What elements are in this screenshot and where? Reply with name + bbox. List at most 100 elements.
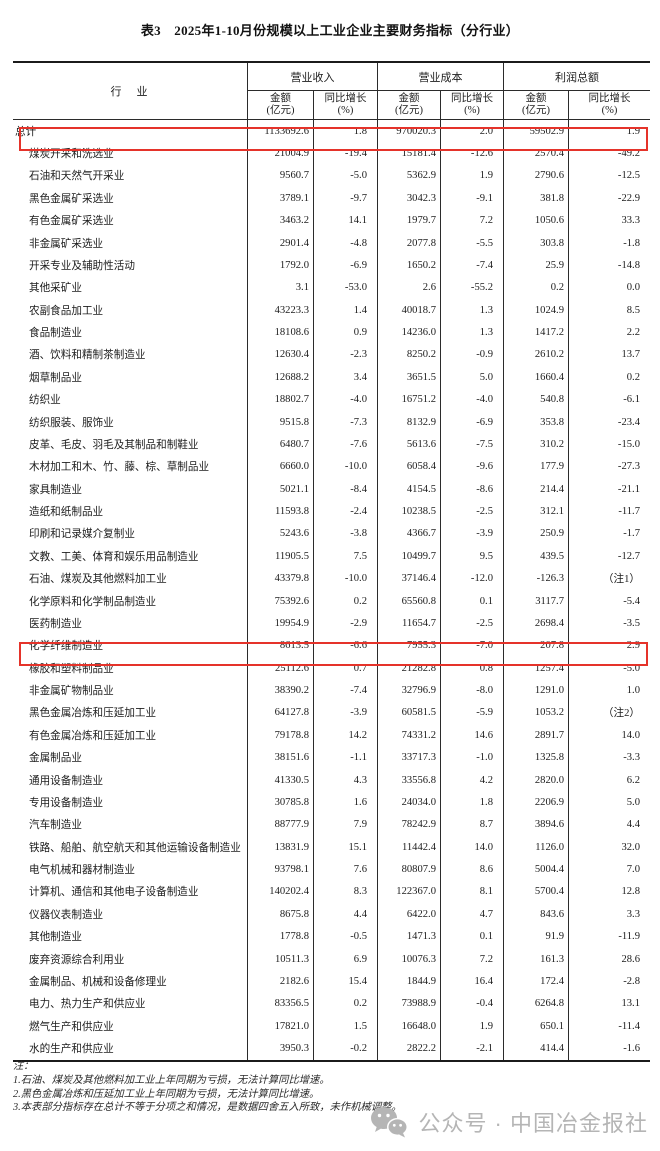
revenue-growth-cell: -7.4: [313, 679, 377, 702]
industry-name-cell: 橡胶和塑料制品业: [29, 663, 114, 675]
profit-amount-cell: 2820.0: [503, 768, 568, 792]
table-row: 专用设备制造业 30785.8 1.6 24034.0 1.8 2206.9 5…: [13, 791, 650, 814]
revenue-amount-cell: 12688.2: [247, 366, 313, 389]
cost-amount-cell: 4366.7: [377, 522, 440, 546]
profit-growth-cell: -11.9: [568, 925, 650, 948]
profit-growth-cell: -12.5: [568, 164, 650, 188]
subheader-line: 金额: [525, 92, 547, 104]
cost-amount-cell: 78242.9: [377, 813, 440, 836]
subheader-line: (亿元): [266, 105, 295, 116]
cost-growth-cell: 1.3: [440, 321, 503, 344]
cost-growth-cell: 8.1: [440, 880, 503, 904]
profit-amount-cell: 1417.2: [503, 321, 568, 344]
industry-name-cell: 皮革、毛皮、羽毛及其制品和制鞋业: [29, 439, 199, 451]
wechat-watermark-text: 公众号 · 中国冶金报社: [418, 1111, 648, 1136]
table-row: 有色金属冶炼和压延加工业 79178.8 14.2 74331.2 14.6 2…: [13, 724, 650, 747]
table-row: 通用设备制造业 41330.5 4.3 33556.8 4.2 2820.0 6…: [13, 768, 650, 792]
revenue-growth-cell: -2.9: [313, 612, 377, 635]
industry-name-cell: 有色金属冶炼和压延加工业: [29, 730, 157, 742]
cost-growth-cell: -4.0: [440, 388, 503, 411]
revenue-amount-cell: 1778.8: [247, 925, 313, 948]
revenue-growth-cell: 0.9: [313, 321, 377, 344]
industry-name-cell: 纺织业: [29, 395, 61, 407]
revenue-growth-cell: 4.4: [313, 903, 377, 926]
revenue-amount-cell: 18802.7: [247, 388, 313, 411]
subheader-line: 同比增长: [324, 92, 367, 104]
cost-growth-cell: -1.0: [440, 746, 503, 769]
table-row: 水的生产和供应业 3950.3 -0.2 2822.2 -2.1 414.4 -…: [13, 1037, 650, 1060]
wechat-icon: [369, 1106, 409, 1138]
revenue-growth-cell: 3.4: [313, 366, 377, 389]
revenue-amount-cell: 10511.3: [247, 947, 313, 971]
revenue-amount-cell: 38151.6: [247, 746, 313, 769]
cost-growth-cell: 7.2: [440, 209, 503, 232]
revenue-amount-cell: 12630.4: [247, 343, 313, 367]
table-row: 纺织业 18802.7 -4.0 16751.2 -4.0 540.8 -6.1: [13, 388, 650, 411]
revenue-growth-cell: -0.2: [313, 1037, 377, 1060]
industry-name-cell: 非金属矿物制品业: [29, 686, 114, 698]
industry-name-cell: 石油、煤炭及其他燃料加工业: [29, 574, 167, 586]
industry-name-cell: 汽车制造业: [29, 820, 82, 832]
column-group-cost: 营业成本: [377, 63, 503, 91]
cost-amount-cell: 33556.8: [377, 768, 440, 792]
cost-growth-cell: 0.8: [440, 657, 503, 680]
profit-amount-cell: 3894.6: [503, 813, 568, 836]
table-row: 其他采矿业 3.1 -53.0 2.6 -55.2 0.2 0.0: [13, 276, 650, 299]
cost-growth-cell: 4.7: [440, 903, 503, 926]
profit-amount-cell: 3117.7: [503, 589, 568, 613]
cost-amount-cell: 65560.8: [377, 589, 440, 613]
profit-growth-cell: 6.2: [568, 768, 650, 792]
cost-growth-cell: -12.6: [440, 142, 503, 165]
profit-growth-cell: 1.0: [568, 679, 650, 702]
profit-amount-cell: 2206.9: [503, 791, 568, 814]
table-row: 开采专业及辅助性活动 1792.0 -6.9 1650.2 -7.4 25.9 …: [13, 254, 650, 277]
revenue-growth-cell: 14.1: [313, 209, 377, 232]
cost-growth-cell: -2.5: [440, 500, 503, 523]
profit-growth-cell: 0.0: [568, 276, 650, 299]
revenue-amount-cell: 43223.3: [247, 299, 313, 322]
cost-growth-cell: 9.5: [440, 545, 503, 568]
revenue-amount-cell: 38390.2: [247, 679, 313, 702]
table-row: 化学原料和化学制品制造业 75392.6 0.2 65560.8 0.1 311…: [13, 589, 650, 613]
subheader-line: (%): [337, 105, 354, 116]
revenue-growth-cell: -2.3: [313, 343, 377, 367]
cost-growth-cell: -2.5: [440, 612, 503, 635]
revenue-amount-cell: 2901.4: [247, 231, 313, 255]
industry-name-cell: 开采专业及辅助性活动: [29, 260, 135, 272]
revenue-amount-cell: 25112.6: [247, 657, 313, 680]
cost-growth-cell: 1.3: [440, 299, 503, 322]
cost-amount-cell: 10238.5: [377, 500, 440, 523]
revenue-amount-cell: 3.1: [247, 276, 313, 299]
note-item-1: 1.石油、煤炭及其他燃料加工业上年同期为亏损，无法计算同比增速。: [13, 1074, 330, 1086]
cost-amount-cell: 33717.3: [377, 746, 440, 769]
profit-amount-cell: 214.4: [503, 478, 568, 501]
cost-amount-cell: 74331.2: [377, 724, 440, 747]
cost-amount-cell: 970020.3: [377, 120, 440, 143]
industry-name-cell: 烟草制品业: [29, 372, 82, 384]
profit-growth-cell: -12.7: [568, 545, 650, 568]
profit-growth-cell: -14.8: [568, 254, 650, 277]
cost-growth-cell: -7.5: [440, 433, 503, 456]
cost-amount-cell: 7955.3: [377, 634, 440, 657]
cost-growth-cell: -6.9: [440, 410, 503, 434]
industry-name-cell: 医药制造业: [29, 618, 82, 630]
revenue-growth-cell: 0.7: [313, 657, 377, 680]
table-row: 其他制造业 1778.8 -0.5 1471.3 0.1 91.9 -11.9: [13, 925, 650, 948]
financial-indicators-table: 行 业 营业收入 营业成本 利润总额 金额 (亿元) 同比增长 (%) 金额 (…: [13, 61, 650, 1062]
revenue-amount-cell: 21004.9: [247, 142, 313, 165]
industry-name-cell: 印刷和记录媒介复制业: [29, 529, 135, 541]
profit-amount-cell: 310.2: [503, 433, 568, 456]
cost-amount-cell: 11654.7: [377, 612, 440, 635]
profit-amount-cell: 207.8: [503, 634, 568, 657]
profit-amount-cell: 2610.2: [503, 343, 568, 367]
table-row: 计算机、通信和其他电子设备制造业 140202.4 8.3 122367.0 8…: [13, 880, 650, 904]
profit-amount-cell: 6264.8: [503, 992, 568, 1015]
revenue-growth-cell: -7.3: [313, 410, 377, 434]
industry-name-cell: 专用设备制造业: [29, 797, 104, 809]
cost-amount-cell: 40018.7: [377, 299, 440, 322]
industry-name-cell: 家具制造业: [29, 484, 82, 496]
cost-amount-cell: 73988.9: [377, 992, 440, 1015]
revenue-amount-cell: 140202.4: [247, 880, 313, 904]
revenue-amount-cell: 9515.8: [247, 410, 313, 434]
